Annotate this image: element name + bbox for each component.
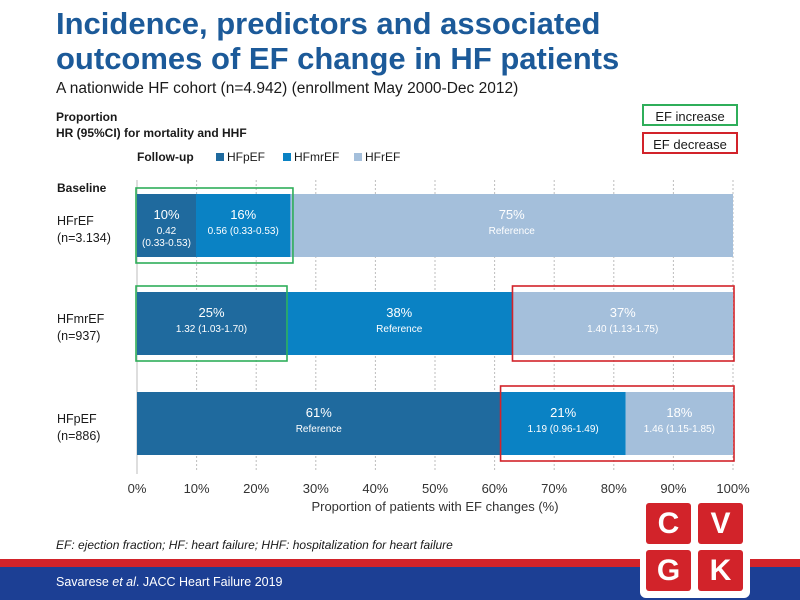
- legend-swatch-hfref: [354, 153, 362, 161]
- subtitle: A nationwide HF cohort (n=4.942) (enroll…: [56, 80, 519, 97]
- x-tick-label-9: 90%: [660, 481, 686, 496]
- ef-change-chart: 0% 10% 20% 30% 40% 50% 60% 70% 80% 90% 100% Proport…: [57, 150, 750, 514]
- x-tick-label-3: 30%: [303, 481, 329, 496]
- logo-letter-g: G: [646, 550, 691, 591]
- bar-hfpef-hfref: [625, 392, 733, 455]
- proportion-label: Proportion: [56, 110, 118, 124]
- ef-increase-legend: EF increase: [642, 104, 738, 126]
- bar-hr-hfpef-hfref: 1.46 (1.15-1.85): [644, 424, 715, 435]
- bar-hfref-hfref: [290, 194, 733, 257]
- hr-label: HR (95%CI) for mortality and HHF: [56, 126, 247, 140]
- slide-title: Incidence, predictors and associated out…: [56, 6, 776, 76]
- bar-pct-hfref-hfmref: 16%: [230, 207, 256, 222]
- logo-letter-v: V: [698, 503, 743, 544]
- footnote: EF: ejection fraction; HF: heart failure…: [56, 538, 453, 552]
- logo-letter-c: C: [646, 503, 691, 544]
- bar-hr-hfref-hfpef-line2: (0.33-0.53): [142, 238, 191, 249]
- row-label-hfref: HFrEF: [57, 214, 94, 228]
- row-label-hfmref: HFmrEF: [57, 312, 105, 326]
- x-tick-label-6: 60%: [482, 481, 508, 496]
- footer-red-stripe: [0, 559, 800, 567]
- bar-hr-hfpef-hfpef: Reference: [296, 424, 343, 435]
- title-line-1: Incidence, predictors and associated: [56, 6, 601, 41]
- legend-label-hfmref: HFmrEF: [294, 150, 339, 164]
- bar-pct-hfmref-hfref: 37%: [610, 305, 636, 320]
- legend-swatch-hfpef: [216, 153, 224, 161]
- bar-hfref-hfmref: [196, 194, 291, 257]
- baseline-label: Baseline: [57, 181, 107, 195]
- legend-label-hfref: HFrEF: [365, 150, 400, 164]
- row-label-hfpef: HFpEF: [57, 412, 97, 426]
- row-n-hfpef: (n=886): [57, 429, 100, 443]
- x-axis-label: Proportion of patients with EF changes (…: [311, 499, 558, 514]
- bar-hfref-hfpef: [137, 194, 197, 257]
- cvgk-logo: C V G K: [640, 496, 750, 598]
- citation-authors: Savarese: [56, 575, 113, 589]
- bar-pct-hfmref-hfmref: 38%: [386, 305, 412, 320]
- bar-hr-hfmref-hfmref: Reference: [376, 324, 423, 335]
- legend-swatch-hfmref: [283, 153, 291, 161]
- ef-increase-box-1: [135, 285, 288, 362]
- bar-hfmref-hfpef: [137, 292, 286, 355]
- legend-label-hfpef: HFpEF: [227, 150, 265, 164]
- bar-pct-hfref-hfref: 75%: [499, 207, 525, 222]
- x-tick-label-8: 80%: [601, 481, 627, 496]
- x-tick-label-4: 40%: [362, 481, 388, 496]
- bar-pct-hfmref-hfpef: 25%: [198, 305, 224, 320]
- row-n-hfmref: (n=937): [57, 329, 100, 343]
- bar-pct-hfpef-hfref: 18%: [666, 405, 692, 420]
- x-tick-label-5: 50%: [422, 481, 448, 496]
- ef-decrease-legend: EF decrease: [642, 132, 738, 154]
- bar-hfmref-hfref: [512, 292, 733, 355]
- x-tick-label-0: 0%: [128, 481, 147, 496]
- bar-pct-hfref-hfpef: 10%: [153, 207, 179, 222]
- x-tick-label-1: 10%: [184, 481, 210, 496]
- logo-letter-k: K: [698, 550, 743, 591]
- x-tick-label-10: 100%: [716, 481, 750, 496]
- bar-hr-hfmref-hfpef: 1.32 (1.03-1.70): [176, 324, 247, 335]
- bar-hfpef-hfmref: [500, 392, 626, 455]
- title-line-2: outcomes of EF change in HF patients: [56, 41, 620, 76]
- citation-et-al: et al: [112, 575, 136, 589]
- bar-hr-hfpef-hfmref: 1.19 (0.96-1.49): [528, 424, 599, 435]
- legend-title: Follow-up: [137, 150, 194, 164]
- x-tick-label-7: 70%: [541, 481, 567, 496]
- row-n-hfref: (n=3.134): [57, 231, 111, 245]
- bar-hr-hfmref-hfref: 1.40 (1.13-1.75): [587, 324, 658, 335]
- ef-decrease-box-1: [499, 385, 735, 462]
- bar-hfmref-hfmref: [286, 292, 513, 355]
- bar-hr-hfref-hfmref: 0.56 (0.33-0.53): [208, 226, 279, 237]
- bar-pct-hfpef-hfmref: 21%: [550, 405, 576, 420]
- x-tick-label-2: 20%: [243, 481, 269, 496]
- bar-hfpef-hfpef: [137, 392, 501, 455]
- bar-pct-hfpef-hfpef: 61%: [306, 405, 332, 420]
- citation-journal: . JACC Heart Failure 2019: [135, 575, 283, 589]
- bar-hr-hfref-hfpef: 0.42: [157, 226, 177, 237]
- bar-hr-hfref-hfref: Reference: [489, 226, 536, 237]
- ef-decrease-box-0: [511, 285, 735, 362]
- citation: Savarese et al. JACC Heart Failure 2019: [56, 575, 283, 589]
- ef-increase-box-0: [135, 187, 294, 264]
